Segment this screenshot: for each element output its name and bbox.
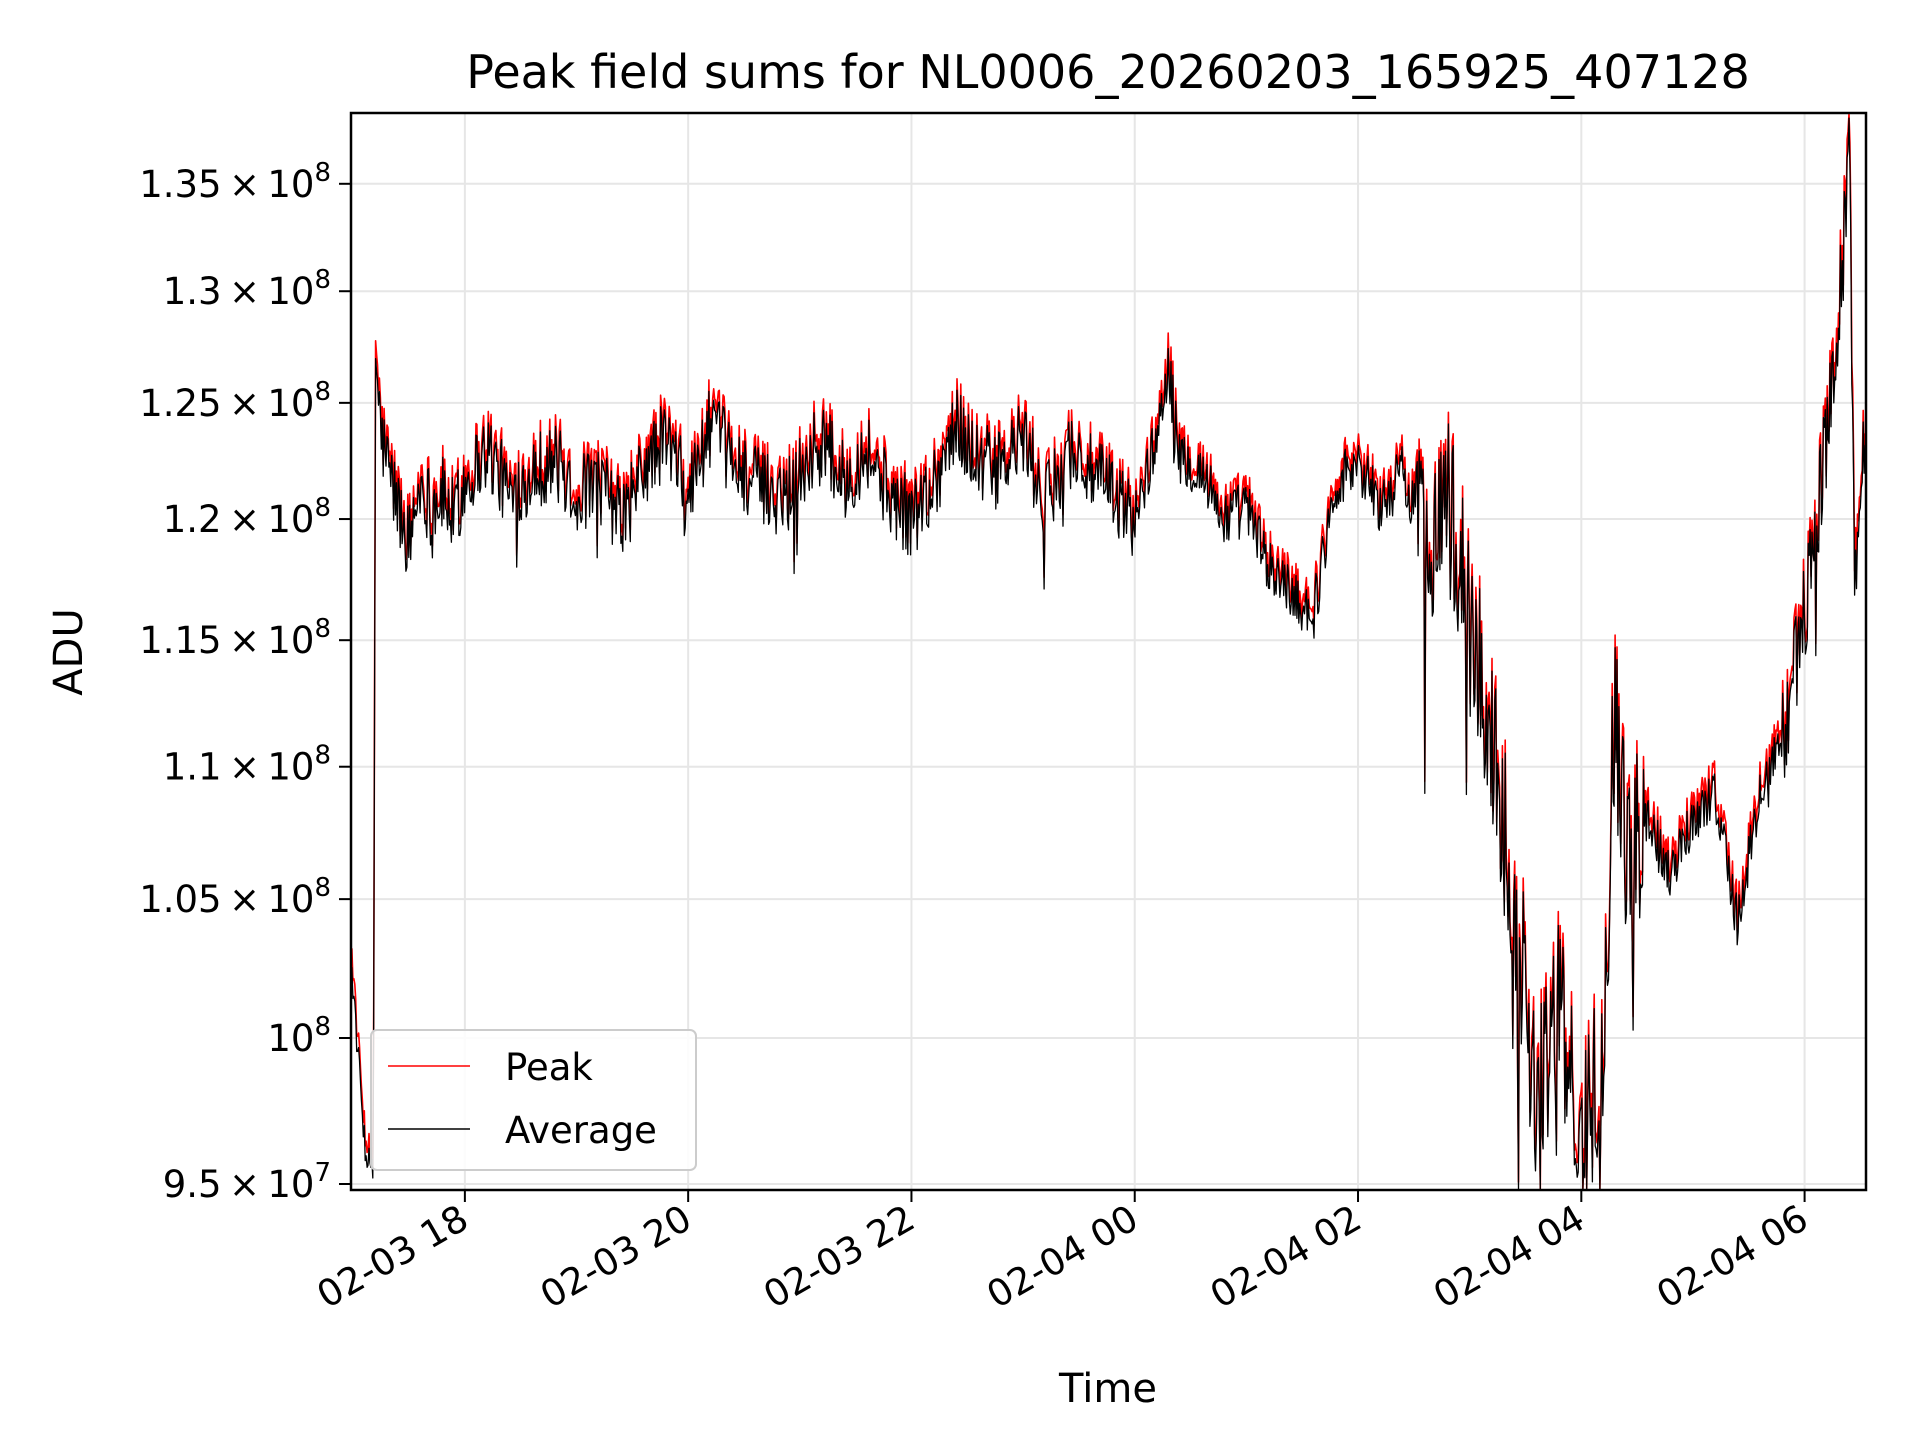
y-tick-label: 1.3 × 108 [163, 265, 331, 313]
legend-label-average: Average [505, 1109, 657, 1152]
y-tick-label: 1.35 × 108 [139, 158, 331, 206]
y-tick-label: 1.15 × 108 [139, 614, 331, 662]
y-tick-label: 1.25 × 108 [139, 377, 331, 425]
legend-box [370, 1029, 697, 1171]
series-lines [350, 113, 1867, 1190]
y-tick-label: 108 [267, 1012, 331, 1060]
x-axis-label: Time [1058, 1366, 1157, 1412]
legend: Peak Average [370, 1029, 697, 1171]
plot-frame [349, 111, 1868, 1192]
y-tick-label: 9.5 × 107 [163, 1158, 331, 1206]
chart-title: Peak field sums for NL0006_20260203_1659… [466, 45, 1750, 99]
y-tick-label: 1.2 × 108 [163, 493, 331, 541]
grid [351, 113, 1866, 1190]
y-tick-label: 1.05 × 108 [139, 873, 331, 921]
y-axis-label: ADU [46, 608, 92, 695]
y-tick-label: 1.1 × 108 [163, 741, 331, 789]
legend-label-peak: Peak [505, 1046, 593, 1089]
series-line-average [350, 117, 1867, 1190]
